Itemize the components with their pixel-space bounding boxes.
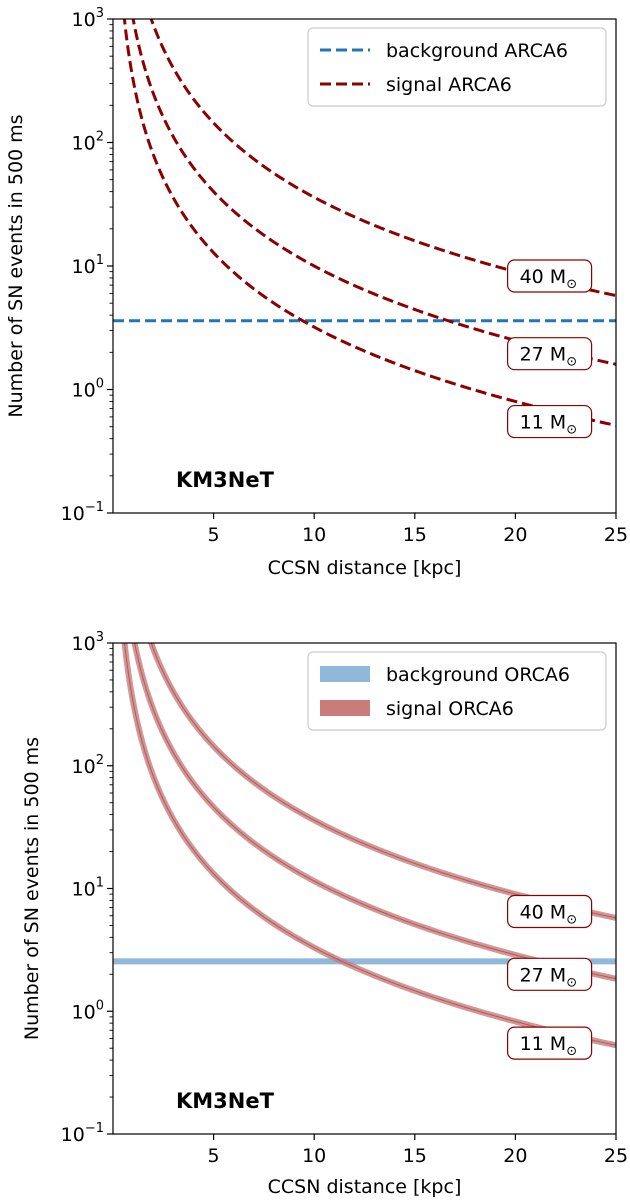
mass-label-box [507,957,593,991]
y-tick-label: 100 [72,377,104,402]
mass-label-box [507,1026,593,1060]
y-tick-label: 101 [72,253,104,278]
mass-label-11: 11 M⊙ [520,412,578,438]
x-tick-label: 5 [208,524,220,546]
legend-swatch [320,666,370,682]
y-tick-label: 10−1 [61,500,104,525]
km3net-watermark: KM3NeT [176,468,275,492]
mass-label-11: 11 M⊙ [520,1033,578,1059]
y-tick-label: 102 [72,753,104,778]
mass-label-27: 27 M⊙ [520,344,578,370]
legend-swatch [320,700,370,716]
x-tick-label: 5 [208,1145,220,1167]
legend-label: background ARCA6 [386,40,568,62]
y-tick-label: 103 [72,6,104,31]
legend-frame [307,651,607,731]
mass-label-box [507,337,593,371]
chart-orca6: 5 10 15 20 25 10−1 100 101 102 103 CCSN distance [… [21,630,628,1198]
mass-label-40: 40 M⊙ [520,266,578,292]
x-axis-label: CCSN distance [kpc] [268,557,462,579]
legend-label: signal ORCA6 [386,698,514,720]
legend: background ORCA6 signal ORCA6 [307,651,607,731]
x-tick-label: 20 [503,524,527,546]
y-tick-label: 10−1 [61,1121,104,1146]
legend-label: signal ARCA6 [386,74,512,96]
x-tick-label: 15 [403,1145,427,1167]
legend: background ARCA6 signal ARCA6 [307,27,607,107]
chart-arca6: 5 10 15 20 25 10−1 100 101 102 103 CCSN distance [… [5,6,628,579]
y-tick-label: 100 [72,998,104,1023]
signal-curve-11 [122,19,616,427]
signal-curve-40 [149,19,616,298]
y-tick-label: 101 [72,876,104,901]
y-tick-label: 103 [72,630,104,655]
y-axis-label: Number of SN events in 500 ms [21,737,43,1040]
x-tick-label: 15 [403,524,427,546]
signal-band-core-11 [124,643,616,1046]
mass-label-27: 27 M⊙ [520,964,578,990]
x-tick-label: 10 [302,1145,326,1167]
legend-label: background ORCA6 [386,664,570,686]
x-tick-label: 25 [604,524,628,546]
mass-label-40: 40 M⊙ [520,901,578,927]
mass-label-box [507,259,593,293]
x-tick-label: 25 [604,1145,628,1167]
legend-frame [307,27,607,107]
x-axis-label: CCSN distance [kpc] [268,1176,462,1198]
mass-label-box [507,894,593,929]
x-tick-label: 10 [302,524,326,546]
y-axis-label: Number of SN events in 500 ms [5,114,27,417]
km3net-watermark: KM3NeT [176,1089,275,1113]
x-tick-label: 20 [503,1145,527,1167]
y-tick-label: 102 [72,130,104,155]
mass-label-box [507,404,593,439]
